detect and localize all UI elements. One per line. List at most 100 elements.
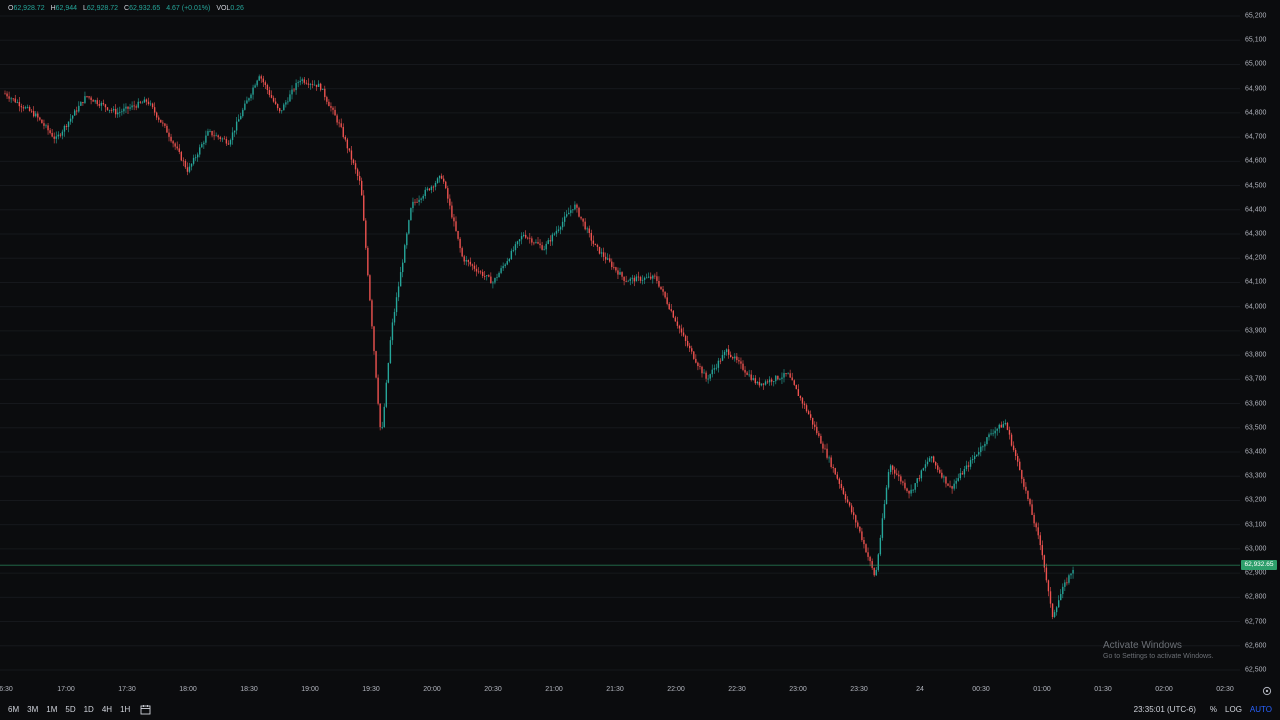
candle <box>961 470 964 475</box>
candle-body <box>807 411 810 415</box>
candle-body <box>250 94 252 99</box>
candle <box>682 327 685 337</box>
candle-body <box>777 375 779 380</box>
candle-body <box>543 249 545 251</box>
candle-body <box>76 110 78 112</box>
candle <box>1010 432 1013 447</box>
candle-body <box>1072 569 1074 574</box>
candle-body <box>652 275 654 279</box>
candle <box>443 175 445 184</box>
candle-body <box>541 245 543 250</box>
candle-body <box>1008 429 1011 435</box>
candle <box>684 334 687 347</box>
candle <box>898 470 900 481</box>
candle-body <box>844 493 847 500</box>
candle <box>1014 448 1017 461</box>
candle-body <box>315 84 318 87</box>
candle-body <box>84 96 86 104</box>
timeframe-1d-button[interactable]: 1D <box>83 705 94 714</box>
candle-body <box>840 483 843 489</box>
candle <box>414 199 416 206</box>
timeframe-1m-button[interactable]: 1M <box>46 705 58 714</box>
candle <box>346 137 349 154</box>
candle <box>330 102 332 112</box>
price-axis[interactable]: 65,200 65,100 65,000 64,900 64,800 64,700 64,6… <box>1240 0 1280 684</box>
candle <box>221 137 223 143</box>
time-tick-label: 23:30 <box>850 686 868 693</box>
candle <box>566 210 568 218</box>
candle-body <box>877 554 879 570</box>
candle-body <box>617 270 619 275</box>
candlestick-chart[interactable] <box>0 0 1240 684</box>
candle-body <box>801 398 804 404</box>
candle-body <box>43 123 45 126</box>
candle-body <box>1055 607 1058 613</box>
candle <box>600 248 603 258</box>
candle-body <box>233 130 236 133</box>
candle <box>625 275 627 283</box>
candle-body <box>8 96 10 99</box>
candle <box>857 520 859 529</box>
candle-body <box>711 369 713 375</box>
time-tick-label: 22:30 <box>728 686 746 693</box>
candle-body <box>356 169 359 176</box>
candle <box>51 129 53 138</box>
candle-body <box>916 478 918 484</box>
candle <box>541 241 543 251</box>
candle <box>481 269 484 279</box>
candle <box>768 376 771 386</box>
candle <box>506 257 508 266</box>
candle <box>184 159 187 169</box>
candle-body <box>53 136 55 139</box>
candle-body <box>928 458 931 462</box>
candle-body <box>607 258 609 260</box>
settings-icon[interactable] <box>1262 686 1272 696</box>
candle <box>631 274 633 284</box>
candle-body <box>816 426 818 434</box>
candle-body <box>352 159 355 164</box>
timeframe-1h-button[interactable]: 1H <box>120 705 131 714</box>
timeframe-4h-button[interactable]: 4H <box>101 705 113 714</box>
candle <box>358 171 361 185</box>
timeframe-3m-button[interactable]: 3M <box>27 705 39 714</box>
candle-body <box>680 328 683 333</box>
time-tick-label: 21:00 <box>545 686 563 693</box>
log-scale-button[interactable]: LOG <box>1225 705 1242 714</box>
timezone-clock[interactable]: 23:35:01 (UTC-6) <box>1133 705 1196 714</box>
candle <box>1000 421 1002 428</box>
candle <box>826 443 828 460</box>
candle-body <box>875 569 877 576</box>
candle <box>957 473 959 482</box>
chart-area[interactable] <box>0 0 1240 684</box>
candle <box>264 80 267 89</box>
time-axis[interactable]: 6:30 17:00 17:30 18:00 18:30 19:00 19:30 20:00 2… <box>0 684 1240 698</box>
auto-scale-button[interactable]: AUTO <box>1249 705 1272 714</box>
candle-body <box>39 117 41 120</box>
candle <box>203 140 205 150</box>
candle <box>123 103 125 115</box>
candle-body <box>566 214 568 217</box>
candle-body <box>1010 434 1013 446</box>
candle-body <box>445 181 447 189</box>
candle <box>1049 586 1052 608</box>
candle-body <box>693 351 695 359</box>
candle <box>20 103 23 113</box>
time-tick-label: 19:30 <box>362 686 380 693</box>
candle <box>164 122 166 129</box>
timeframe-6m-button[interactable]: 6M <box>8 705 20 714</box>
candle-body <box>283 104 285 111</box>
candle <box>561 217 564 231</box>
timeframe-5d-button[interactable]: 5D <box>65 705 76 714</box>
calendar-range-icon[interactable] <box>140 704 151 715</box>
candle <box>156 111 158 121</box>
candle-body <box>902 481 904 483</box>
candle <box>344 135 346 142</box>
candle <box>771 377 773 386</box>
percent-scale-button[interactable]: % <box>1209 705 1218 714</box>
candle-body <box>748 374 750 376</box>
candle-body <box>334 109 336 116</box>
candle <box>455 216 457 232</box>
candle <box>149 100 152 107</box>
candle <box>465 255 467 266</box>
candle <box>713 364 715 374</box>
